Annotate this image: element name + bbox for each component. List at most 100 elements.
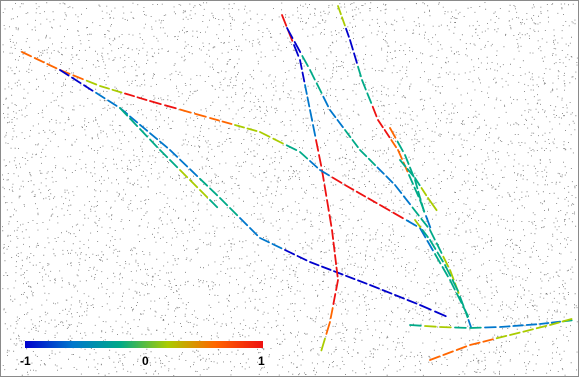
- track-segment: [259, 131, 271, 138]
- track-segment: [246, 127, 258, 132]
- track-7: [337, 5, 432, 229]
- track-segment: [449, 269, 455, 281]
- track-segment: [301, 71, 306, 83]
- track-segment: [434, 310, 447, 318]
- colorbar-gradient: [25, 341, 263, 348]
- track-segment: [95, 91, 106, 100]
- track-segment: [411, 206, 420, 217]
- track-segment: [345, 274, 356, 281]
- track-segment: [396, 140, 404, 153]
- track-segment: [369, 284, 380, 290]
- tracks-layer: [21, 5, 573, 361]
- track-segment: [299, 59, 303, 70]
- track-segment: [229, 207, 239, 217]
- track-segment: [139, 128, 149, 138]
- colorbar-max-label: 1: [258, 354, 265, 368]
- track-segment: [357, 279, 368, 285]
- track-segment: [427, 197, 438, 212]
- track-segment: [414, 179, 419, 190]
- track-segment: [301, 55, 309, 67]
- track-segment: [376, 166, 385, 175]
- track-segment: [321, 265, 332, 271]
- track-segment: [169, 149, 179, 158]
- track-segment: [194, 112, 207, 118]
- track-segment: [442, 350, 454, 356]
- track-segment: [332, 241, 336, 253]
- track-segment: [535, 324, 548, 330]
- track-segment: [322, 95, 330, 108]
- track-segment: [332, 293, 337, 306]
- track-segment: [379, 204, 391, 212]
- track-1: [21, 51, 319, 169]
- track-segment: [164, 104, 177, 110]
- track-segment: [326, 199, 330, 212]
- track-segment: [309, 69, 316, 81]
- track-segment: [285, 144, 298, 152]
- track-segment: [336, 119, 344, 129]
- track-segment: [455, 292, 463, 304]
- track-segment: [21, 51, 33, 58]
- track-segment: [99, 85, 110, 90]
- track-segment: [414, 219, 422, 229]
- track-segment: [399, 159, 407, 168]
- track-segment: [199, 177, 209, 187]
- track-segment: [390, 139, 398, 149]
- track-segment: [325, 321, 331, 335]
- track-segment: [406, 299, 418, 305]
- track-segment: [549, 321, 560, 326]
- track-segment: [345, 27, 350, 38]
- track-segment: [107, 99, 118, 107]
- track-segment: [72, 74, 84, 81]
- track-segment: [149, 132, 159, 141]
- track-segment: [149, 138, 159, 149]
- track-segment: [309, 160, 319, 169]
- track-10: [409, 319, 573, 329]
- track-segment: [296, 255, 308, 262]
- track-segment: [353, 52, 358, 64]
- track-segment: [179, 158, 189, 168]
- track-segment: [421, 229, 429, 239]
- track-segment: [209, 199, 219, 209]
- track-8: [389, 127, 426, 213]
- track-segment: [383, 129, 391, 139]
- track-segment: [334, 254, 338, 265]
- track-segment: [429, 355, 441, 361]
- track-segment: [309, 109, 314, 122]
- track-segment: [319, 169, 330, 177]
- track-segment: [46, 63, 58, 70]
- track-segment: [318, 154, 323, 167]
- track-segment: [425, 215, 432, 229]
- track-segment: [349, 39, 354, 51]
- track-segment: [83, 84, 94, 92]
- track-segment: [449, 279, 456, 291]
- track-4: [281, 14, 339, 352]
- track-segment: [561, 318, 573, 323]
- track-segment: [392, 211, 404, 220]
- track-segment: [309, 261, 320, 267]
- track-segment: [329, 109, 337, 119]
- track-segment: [413, 186, 420, 198]
- track-segment: [394, 294, 405, 300]
- track-segment: [179, 108, 192, 114]
- track-segment: [441, 266, 449, 278]
- track-segment: [482, 338, 494, 343]
- track-segment: [221, 120, 233, 125]
- track-segment: [315, 82, 323, 94]
- track-segment: [361, 79, 367, 91]
- track-segment: [429, 229, 436, 241]
- track-segment: [419, 304, 432, 311]
- track-segment: [405, 219, 418, 227]
- track-segment: [293, 44, 300, 57]
- track-segment: [397, 149, 403, 160]
- track-segment: [417, 190, 422, 202]
- track-segment: [522, 328, 534, 333]
- track-segment: [189, 179, 199, 189]
- track-segment: [337, 5, 342, 16]
- track-segment: [469, 341, 481, 346]
- track-segment: [335, 279, 339, 292]
- track-segment: [359, 149, 368, 158]
- track-segment: [442, 255, 450, 268]
